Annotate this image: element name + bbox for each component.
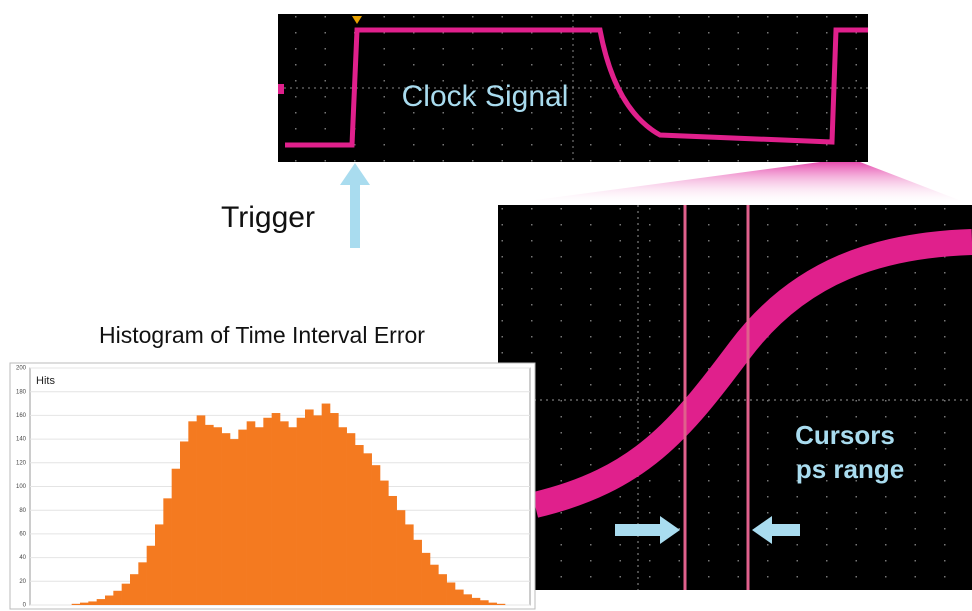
bar bbox=[372, 465, 381, 605]
y-tick-label: 140 bbox=[16, 437, 27, 443]
bar bbox=[155, 524, 164, 605]
bar bbox=[330, 413, 339, 605]
bar bbox=[138, 562, 147, 605]
bar bbox=[447, 582, 456, 605]
bar bbox=[213, 427, 222, 605]
bar bbox=[305, 409, 314, 605]
y-axis-label: Hits bbox=[36, 375, 55, 387]
bar bbox=[288, 427, 297, 605]
bar bbox=[438, 574, 447, 605]
y-tick-label: 200 bbox=[16, 366, 27, 372]
zoom-scope bbox=[498, 205, 972, 590]
y-tick-label: 60 bbox=[19, 531, 26, 537]
bar bbox=[313, 415, 322, 605]
clock-label: Clock Signal bbox=[402, 80, 569, 113]
cursors-label: Cursors bbox=[795, 420, 895, 450]
bar bbox=[388, 496, 397, 605]
bar bbox=[463, 594, 472, 605]
bar bbox=[80, 603, 89, 605]
y-tick-label: 160 bbox=[16, 413, 27, 419]
bar bbox=[188, 421, 197, 605]
zoom-fan bbox=[498, 162, 972, 205]
histogram-title: Histogram of Time Interval Error bbox=[99, 322, 425, 348]
ps-range-label: ps range bbox=[796, 454, 904, 484]
trigger-label: Trigger bbox=[221, 201, 315, 234]
bar bbox=[88, 601, 97, 605]
bar bbox=[488, 603, 497, 605]
bar bbox=[205, 425, 214, 605]
bar bbox=[422, 553, 431, 605]
bar bbox=[430, 565, 439, 605]
bar bbox=[413, 540, 422, 605]
y-tick-label: 100 bbox=[16, 484, 27, 490]
bar bbox=[347, 433, 356, 605]
bar bbox=[405, 524, 414, 605]
bar bbox=[72, 604, 81, 605]
bar bbox=[97, 599, 106, 605]
bar bbox=[455, 590, 464, 605]
top-scope bbox=[278, 14, 868, 162]
bar bbox=[180, 441, 189, 605]
trigger-arrow bbox=[340, 163, 370, 248]
y-tick-label: 40 bbox=[19, 555, 26, 561]
bar bbox=[255, 427, 264, 605]
bar bbox=[197, 415, 206, 605]
bar bbox=[238, 430, 247, 605]
bar bbox=[338, 427, 347, 605]
bar bbox=[122, 584, 131, 605]
bar bbox=[247, 421, 256, 605]
y-tick-label: 20 bbox=[19, 579, 26, 585]
bar bbox=[480, 600, 489, 605]
bar bbox=[355, 445, 364, 605]
bar bbox=[272, 413, 281, 605]
bar bbox=[280, 421, 289, 605]
y-tick-label: 180 bbox=[16, 389, 27, 395]
bar bbox=[363, 453, 372, 605]
bar bbox=[113, 591, 122, 605]
bar bbox=[380, 481, 389, 605]
bar bbox=[397, 510, 406, 605]
bar bbox=[297, 418, 306, 605]
bar bbox=[263, 418, 272, 605]
bar bbox=[230, 439, 239, 605]
bar bbox=[105, 596, 114, 605]
bar bbox=[472, 598, 481, 605]
bar bbox=[497, 604, 506, 605]
y-tick-label: 80 bbox=[19, 508, 26, 514]
bar bbox=[222, 433, 231, 605]
page: Clock Signal Trigger Cursors ps range Hi… bbox=[0, 0, 972, 611]
bar bbox=[130, 574, 139, 605]
bar bbox=[147, 546, 156, 605]
bar bbox=[163, 498, 172, 605]
bar bbox=[172, 469, 181, 605]
bar bbox=[322, 404, 331, 605]
y-tick-label: 120 bbox=[16, 460, 27, 466]
